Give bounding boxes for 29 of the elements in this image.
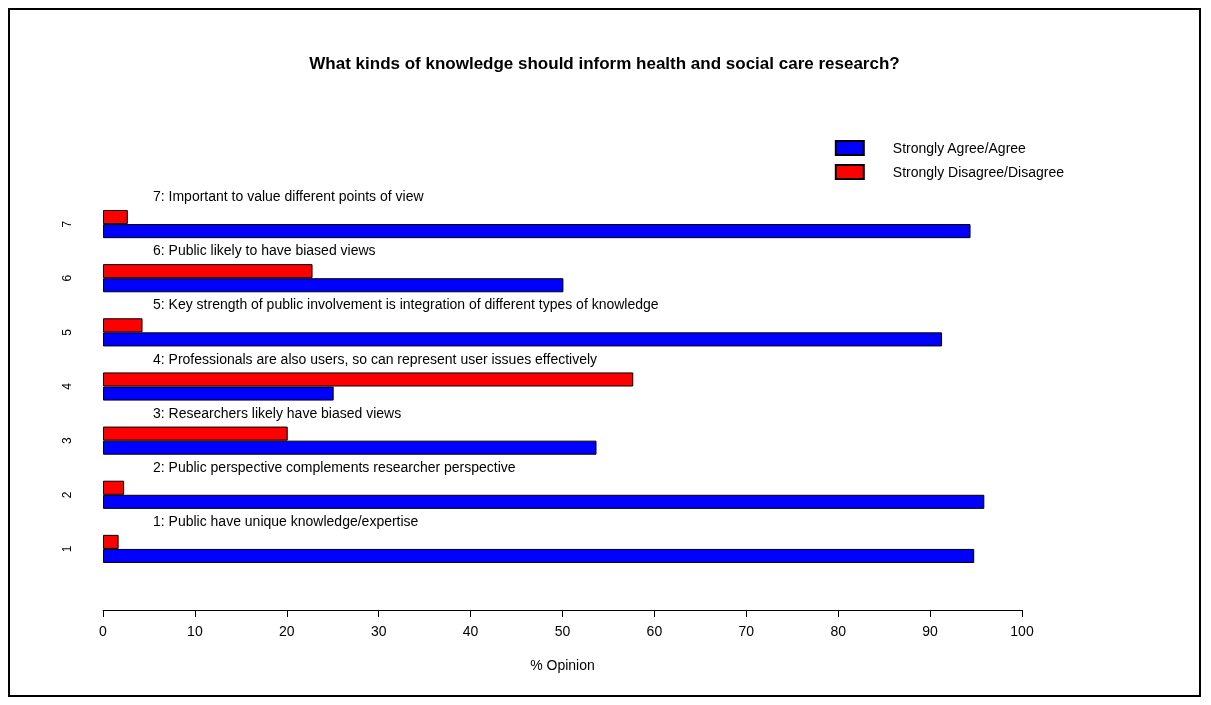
x-tick-label: 20 — [279, 623, 295, 639]
y-tick-label: 1 — [60, 545, 74, 553]
legend-label: Strongly Agree/Agree — [892, 140, 1027, 156]
legend-label: Strongly Disagree/Disagree — [892, 164, 1065, 180]
annotation: 5: Key strength of public involvement is integration of different types of knowledge — [153, 296, 659, 313]
x-tick-label: 90 — [922, 623, 939, 639]
x-tick-label: 0 — [99, 623, 108, 639]
annotation: 4: Professionals are also users, so can represent user issues effectively — [153, 350, 598, 367]
annotation: 2: Public perspective complements researcher perspective — [153, 458, 516, 475]
x-tick-label: 100 — [1010, 623, 1034, 639]
x-tick-label: 60 — [646, 623, 663, 639]
x-tick-label: 80 — [830, 623, 847, 639]
x-tick-label: 70 — [738, 623, 755, 639]
y-tick-label: 5 — [60, 328, 74, 336]
y-tick-label: 6 — [60, 274, 74, 282]
x-tick-label: 10 — [187, 623, 203, 639]
annotation: 3: Researchers likely have biased views — [153, 404, 402, 421]
annotation: 1: Public have unique knowledge/expertise — [153, 512, 419, 529]
annotation: 6: Public likely to have biased views — [153, 242, 376, 259]
y-tick-label: 2 — [60, 491, 74, 499]
x-tick-label: 40 — [462, 623, 479, 639]
x-tick-label: 50 — [554, 623, 571, 639]
x-axis-title: % Opinion — [530, 657, 595, 673]
annotation: 7: Important to value different points of view — [153, 188, 425, 205]
y-tick-label: 4 — [60, 382, 74, 390]
chart-title: What kinds of knowledge should inform health and social care research? — [309, 54, 900, 73]
y-tick-label: 3 — [60, 436, 74, 444]
y-tick-label: 7 — [60, 220, 74, 228]
x-tick-label: 30 — [370, 623, 387, 639]
